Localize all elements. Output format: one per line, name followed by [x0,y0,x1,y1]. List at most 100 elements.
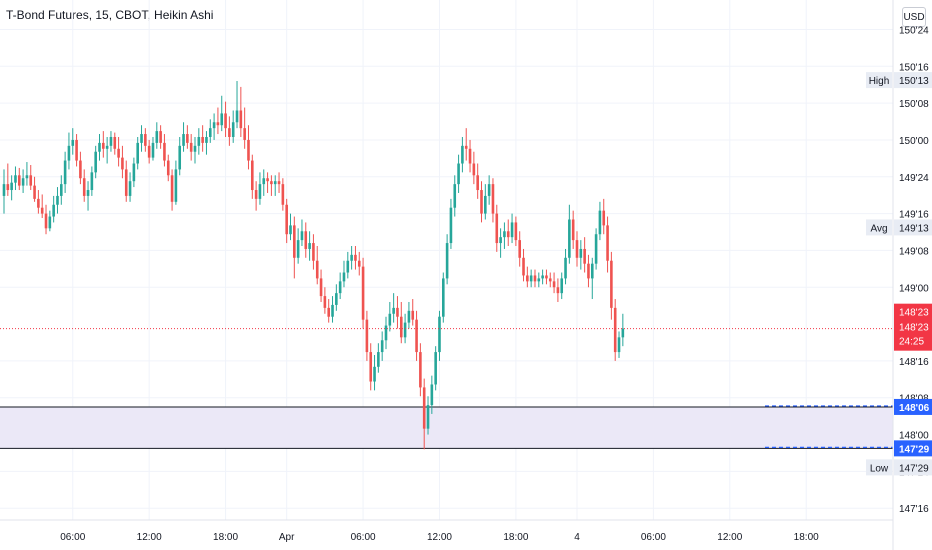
candle-body [56,195,59,205]
candle-body [472,163,476,176]
candle-body [461,145,464,164]
candle-body [365,319,369,353]
candle-body [610,260,613,308]
x-tick-label: 18:00 [503,532,528,543]
candle-body [510,222,514,238]
candle-body [388,313,392,326]
candle-body [2,184,6,196]
x-tick-label: 06:00 [351,532,376,543]
candle-body [503,231,506,238]
high-tag: High [869,76,890,87]
x-tick-label: 18:00 [213,532,238,543]
y-tick-label: 148'00 [899,431,929,442]
candle-body [464,145,468,149]
x-tick-label: Apr [279,532,295,543]
candle-body [251,160,254,191]
candle-body [124,169,128,196]
candle-body [369,352,373,382]
candle-body [159,131,162,143]
candle-body [235,110,239,123]
candle-body [419,352,422,388]
candle-body [613,307,617,353]
candle-body [117,148,120,158]
low-tag: Low [870,463,889,474]
avg-value: 149'13 [899,223,929,234]
candle-body [182,134,185,146]
candle-body [60,184,63,196]
candle-body [453,184,457,208]
candle-body [79,160,82,179]
candle-body [228,128,231,137]
candle-body [170,175,174,202]
candle-body [304,231,308,249]
zone-rect [0,406,893,449]
candle-body [224,113,227,129]
candle-body [548,278,552,282]
y-tick-label: 149'00 [899,283,929,294]
candle-body [484,195,487,214]
price-labels: High 150'13 Avg 149'13 148'23 148'23 24:25 148'… [0,72,932,476]
candle-body [602,210,606,226]
y-tick-label: 148'16 [899,357,929,368]
candle-body [552,281,556,288]
candle-body [350,254,353,261]
candle-body [300,231,304,241]
candle-body [380,340,384,353]
candle-body [495,213,499,244]
x-tick-label: 12:00 [717,532,742,543]
candle-body [262,178,266,185]
candle-body [403,322,407,338]
candle-body [594,234,598,264]
candle-body [208,128,212,137]
candle-body [457,163,460,185]
avg-tag: Avg [870,223,887,234]
candle-body [289,225,292,235]
candle-body [121,157,124,170]
candle-body [354,254,357,261]
candle-body [377,352,380,367]
candle-body [598,210,602,235]
candle-body [499,237,502,244]
zone-top-label: 148'06 [899,403,930,414]
candle-body [174,169,178,202]
candle-body [220,113,224,126]
candle-body [526,275,529,282]
candle-body [384,325,388,341]
countdown: 24:25 [899,337,924,348]
candle-body [606,225,609,261]
candle-body [201,136,204,143]
candle-body [361,266,365,320]
price-zone [0,405,893,449]
low-tag-bg [866,459,892,476]
candle-body [617,337,621,353]
y-tick-label: 150'16 [899,62,929,73]
candle-body [491,184,495,214]
last-price-value: 148'23 [899,323,929,334]
candle-body [90,172,94,191]
y-tick-label: 149'08 [899,246,929,257]
candle-body [476,175,479,191]
candle-body [205,136,208,143]
candle-body [442,278,445,317]
candle-body [14,175,17,183]
candle-body [132,163,136,182]
candle-body [430,384,434,406]
x-tick-label: 12:00 [427,532,452,543]
candle-body [560,278,564,294]
candle-body [529,275,533,282]
candle-body [147,145,151,158]
candle-body [128,181,132,196]
candle-body [155,131,159,143]
candle-body [48,216,52,229]
candle-body [6,184,10,191]
candle-body [308,243,311,249]
x-tick-label: 06:00 [641,532,666,543]
candle-body [281,184,285,205]
candle-body [67,145,71,161]
candle-body [105,145,109,149]
currency-button[interactable]: USD [902,7,926,27]
candle-body [587,263,590,279]
candle-body [144,134,147,146]
